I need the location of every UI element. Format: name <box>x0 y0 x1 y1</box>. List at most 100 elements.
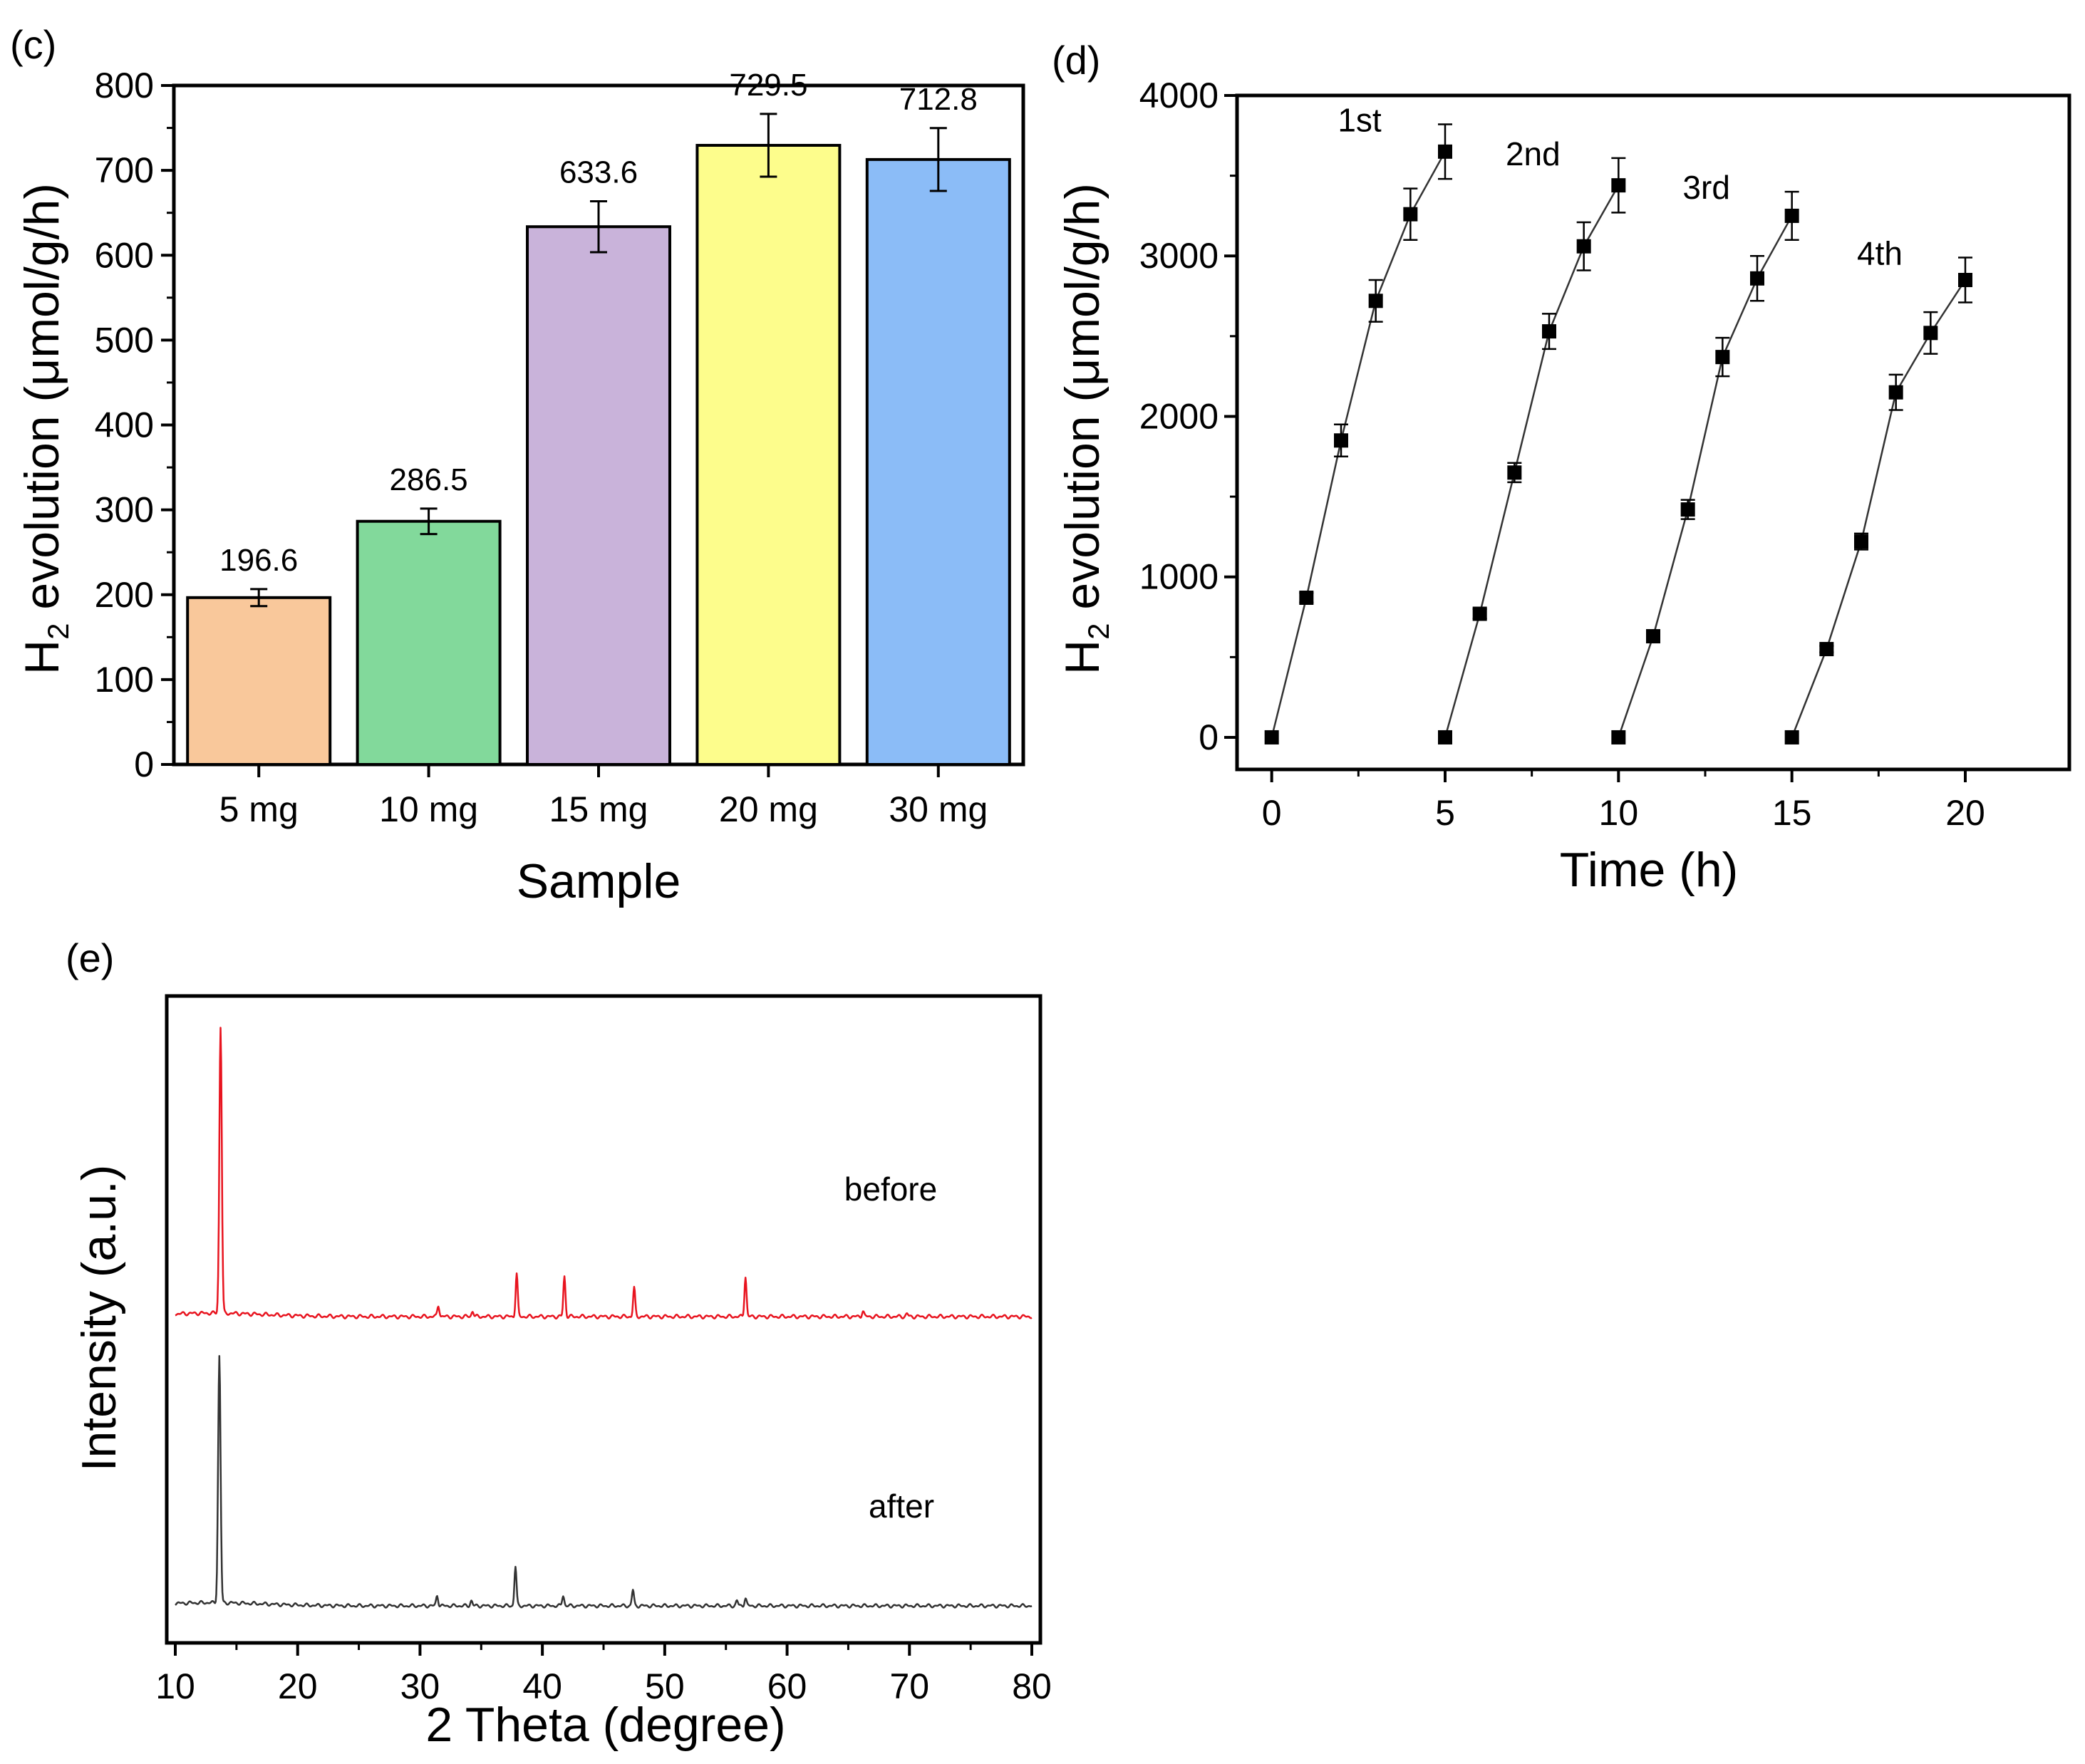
cycle-series-label: 1st <box>1338 102 1382 139</box>
cycle-chart-x-tick-label: 10 <box>1599 793 1639 833</box>
xrd-series-before: before <box>175 1027 1033 1320</box>
cycle-chart-y-title-sub: 2 <box>1082 623 1115 639</box>
bar-30-mg <box>865 157 1011 766</box>
cycle-data-point <box>1646 629 1660 644</box>
bar-value-label: 729.5 <box>729 68 807 103</box>
bar-value-label: 712.8 <box>899 82 978 117</box>
cycle-chart-x-axis-title: Time (h) <box>1560 843 1739 897</box>
bar-chart-y-tick-label: 200 <box>95 575 154 615</box>
cycle-series-line <box>1618 215 1793 738</box>
cycle-data-point <box>1888 385 1903 400</box>
xrd-chart-x-tick-label: 40 <box>522 1666 562 1706</box>
bar-chart-bars <box>186 113 1011 766</box>
cycle-chart-panel: (d) 0 1000 2000 3000 4000 0 5 10 15 20 1st 2nd 3rd 4… <box>1052 38 2071 897</box>
cycle-data-point <box>1854 534 1868 549</box>
cycle-series-2nd: 2nd <box>1438 135 1626 744</box>
cycle-chart-y-title-rest: evolution (μmol/g/h) <box>1055 183 1109 623</box>
xrd-pattern-after <box>175 1354 1033 1609</box>
bar-15-mg <box>526 225 671 766</box>
xrd-chart-x-axis-title: 2 Theta (degree) <box>425 1698 785 1752</box>
xrd-series-label: before <box>844 1171 937 1208</box>
bar-chart-value-labels: 196.6 286.5 633.6 729.5 712.8 <box>219 68 978 578</box>
cycle-chart-axes: 0 1000 2000 3000 4000 0 5 10 15 20 <box>1139 76 2071 833</box>
cycle-data-point <box>1680 502 1695 517</box>
xrd-chart-x-tick-label: 60 <box>767 1666 807 1706</box>
cycle-chart-y-tick-label: 2000 <box>1139 396 1219 436</box>
cycle-data-point <box>1958 273 1972 288</box>
bar-value-label: 286.5 <box>390 462 468 497</box>
cycle-series-line <box>1791 279 1967 738</box>
xrd-chart-panel: (e) 10 20 30 40 50 60 70 80 before after 2 Theta… <box>66 935 1052 1752</box>
xrd-chart-x-tick-label: 70 <box>889 1666 929 1706</box>
cycle-chart-frame <box>1235 93 2071 772</box>
cycle-data-point <box>1299 590 1314 605</box>
cycle-data-point <box>1923 326 1938 341</box>
panel-label-d: (d) <box>1052 38 1100 83</box>
cycle-chart-y-tick-label: 1000 <box>1139 557 1219 597</box>
cycle-data-point <box>1542 324 1556 339</box>
bar-chart-x-axis-title: Sample <box>517 854 681 908</box>
bar-chart-x-tick-label: 10 mg <box>379 789 478 829</box>
bar-chart-y-tick-label: 0 <box>134 744 154 784</box>
cycle-data-point <box>1334 433 1348 448</box>
xrd-chart-x-tick-label: 30 <box>400 1666 440 1706</box>
bar-chart-x-tick-label: 15 mg <box>549 789 648 829</box>
cycle-chart-y-tick-label: 3000 <box>1139 236 1219 276</box>
bar-20-mg <box>695 143 842 766</box>
bar-chart-x-tick-label: 20 mg <box>719 789 818 829</box>
panel-label-c: (c) <box>10 22 56 67</box>
cycle-series-line <box>1444 185 1620 738</box>
cycle-data-point <box>1438 730 1452 744</box>
cycle-data-point <box>1368 294 1383 308</box>
bar-10-mg <box>356 519 502 766</box>
cycle-series-4th: 4th <box>1784 234 1972 744</box>
cycle-data-point <box>1750 271 1764 286</box>
cycle-data-point <box>1438 144 1452 159</box>
bar-chart-x-tick-label: 5 mg <box>219 789 299 829</box>
xrd-chart-series: before after <box>175 1027 1033 1609</box>
cycle-data-point <box>1784 208 1799 223</box>
cycle-series-1st: 1st <box>1264 102 1452 744</box>
bar-chart-y-tick-label: 100 <box>95 660 154 700</box>
cycle-data-point <box>1472 606 1487 621</box>
xrd-series-label: after <box>869 1488 934 1525</box>
xrd-chart-axes: 10 20 30 40 50 60 70 80 <box>155 994 1052 1706</box>
bar-chart-y-title-main: H <box>15 640 69 675</box>
bar-5-mg <box>186 596 332 766</box>
cycle-series-line <box>1271 151 1447 738</box>
bar-chart-x-tick-label: 30 mg <box>889 789 988 829</box>
bar-chart-y-tick-label: 500 <box>95 320 154 360</box>
cycle-chart-y-tick-label: 0 <box>1199 717 1219 757</box>
cycle-data-point <box>1264 730 1279 744</box>
cycle-chart-x-tick-label: 5 <box>1435 793 1455 833</box>
xrd-series-after: after <box>175 1354 1033 1609</box>
xrd-chart-x-tick-label: 10 <box>155 1666 195 1706</box>
bar-chart-y-title-rest: evolution (μmol/g/h) <box>15 183 69 623</box>
cycle-data-point <box>1819 642 1834 657</box>
cycle-data-point <box>1403 207 1418 222</box>
cycle-data-point <box>1611 730 1626 744</box>
bar-chart-y-tick-label: 700 <box>95 150 154 190</box>
xrd-chart-x-tick-label: 20 <box>278 1666 318 1706</box>
cycle-data-point <box>1715 350 1730 365</box>
cycle-series-label: 2nd <box>1506 135 1561 172</box>
xrd-chart-frame <box>165 994 1042 1645</box>
bar-value-label: 196.6 <box>219 543 298 578</box>
cycle-chart-y-tick-label: 4000 <box>1139 76 1219 115</box>
bar-value-label: 633.6 <box>559 155 638 190</box>
cycle-chart-x-tick-label: 15 <box>1772 793 1812 833</box>
cycle-chart-y-title-main: H <box>1055 640 1109 675</box>
bar-chart-y-axis-title: H2 evolution (μmol/g/h) <box>15 183 75 675</box>
cycle-chart-x-tick-label: 0 <box>1262 793 1282 833</box>
cycle-data-point <box>1784 730 1799 744</box>
bar-chart-y-tick-label: 400 <box>95 405 154 445</box>
bar-chart-y-tick-label: 600 <box>95 235 154 275</box>
cycle-series-label: 3rd <box>1682 169 1729 206</box>
bar-chart-y-title-sub: 2 <box>41 623 75 639</box>
cycle-chart-y-axis-title: H2 evolution (μmol/g/h) <box>1055 183 1115 675</box>
bar-chart-panel: (c) 0 100 200 300 400 500 600 700 800 5 mg 10 mg 15… <box>10 22 1025 908</box>
cycle-data-point <box>1507 465 1522 480</box>
cycle-chart-series: 1st 2nd 3rd 4th <box>1264 102 1972 744</box>
xrd-chart-y-axis-title: Intensity (a.u.) <box>72 1165 126 1472</box>
